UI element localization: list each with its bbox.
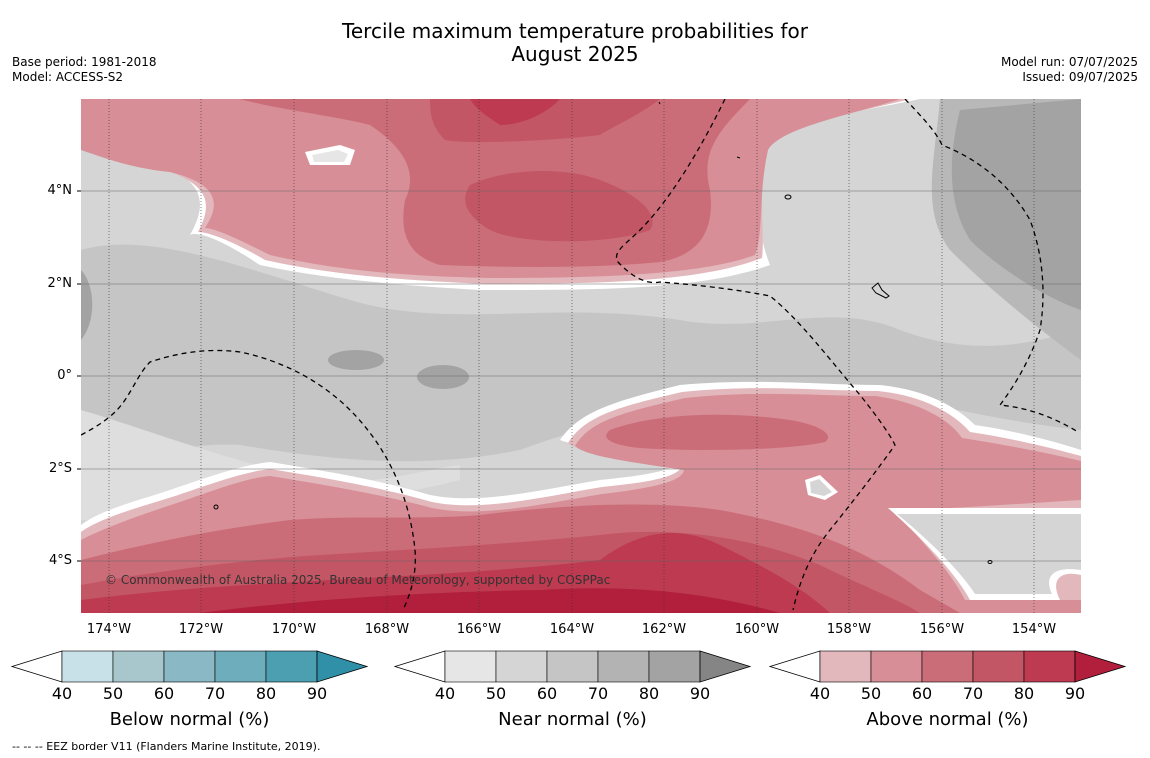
colorbar-tick-label: 50 xyxy=(485,684,507,703)
above-normal-60-equatorial-core xyxy=(606,414,829,450)
eez-footnote: -- -- -- EEZ border V11 (Flanders Marine… xyxy=(12,740,321,753)
issued-text: Issued: 09/07/2025 xyxy=(1022,70,1138,84)
meta-left: Base period: 1981-2018 Model: ACCESS-S2 xyxy=(12,55,157,85)
colorbar-segment xyxy=(495,650,548,683)
colorbar-title: Below normal (%) xyxy=(109,709,270,730)
colorbar-tick-label: 40 xyxy=(809,684,831,703)
colorbar-extend-low xyxy=(768,650,821,683)
colorbar-segment xyxy=(972,650,1025,683)
copyright-notice: © Commonwealth of Australia 2025, Bureau… xyxy=(105,573,611,587)
islands xyxy=(213,101,993,564)
colorbar-title: Near normal (%) xyxy=(498,709,647,730)
colorbar-tick-label: 60 xyxy=(153,684,175,703)
lon-label-164w: 164°W xyxy=(549,622,595,637)
colorbar-segment xyxy=(819,650,872,683)
lon-label-166w: 166°W xyxy=(456,622,502,637)
colorbar-segment xyxy=(921,650,974,683)
map-area xyxy=(81,99,1081,613)
colorbar-1 xyxy=(393,650,752,683)
lat-label-2n: 2°N xyxy=(47,276,73,291)
colorbars xyxy=(10,650,1127,683)
lon-label-160w: 160°W xyxy=(734,622,780,637)
map-title-line1: Tercile maximum temperature probabilitie… xyxy=(342,19,808,43)
colorbar-extend-high xyxy=(316,650,369,683)
colorbar-segment xyxy=(1023,650,1076,683)
colorbar-tick-label: 90 xyxy=(689,684,711,703)
colorbar-segment xyxy=(546,650,599,683)
lon-label-154w: 154°W xyxy=(1011,622,1057,637)
lon-label-168w: 168°W xyxy=(364,622,410,637)
colorbar-tick-label: 70 xyxy=(587,684,609,703)
colorbar-tick-label: 90 xyxy=(306,684,328,703)
colorbar-extend-high xyxy=(1074,650,1127,683)
colorbar-segment xyxy=(597,650,650,683)
near-normal-patch-center xyxy=(417,365,469,389)
colorbar-segment xyxy=(61,650,114,683)
colorbar-title: Above normal (%) xyxy=(866,709,1029,730)
near-normal-patch-edge xyxy=(81,270,93,340)
colorbar-segment xyxy=(163,650,216,683)
colorbar-extend-low xyxy=(10,650,63,683)
colorbar-segment xyxy=(444,650,497,683)
colorbar-segment xyxy=(265,650,318,683)
lat-label-2s: 2°S xyxy=(48,461,72,476)
lon-label-170w: 170°W xyxy=(271,622,317,637)
lon-label-162w: 162°W xyxy=(641,622,687,637)
hole-southeast-near-normal xyxy=(897,514,1081,594)
colorbar-segment xyxy=(870,650,923,683)
colorbar-0 xyxy=(10,650,369,683)
lat-label-0: 0° xyxy=(57,368,72,383)
lat-label-4n: 4°N xyxy=(47,183,73,198)
near-normal-60-band xyxy=(81,244,1081,500)
near-normal-80-northeast xyxy=(951,99,1081,310)
colorbar-tick-label: 60 xyxy=(536,684,558,703)
colorbar-tick-label: 80 xyxy=(255,684,277,703)
colorbar-2 xyxy=(768,650,1127,683)
above-normal-70-north-core xyxy=(465,170,653,242)
lon-label-174w: 174°W xyxy=(86,622,132,637)
small-hole-near-normal xyxy=(810,479,832,496)
model-run-text: Model run: 07/07/2025 xyxy=(1000,55,1138,69)
colorbar-tick-label: 80 xyxy=(1013,684,1035,703)
lon-label-156w: 156°W xyxy=(919,622,965,637)
lon-label-172w: 172°W xyxy=(178,622,224,637)
colorbar-extend-high xyxy=(699,650,752,683)
colorbar-tick-label: 50 xyxy=(860,684,882,703)
hole-near-normal xyxy=(312,150,348,162)
colorbar-tick-label: 70 xyxy=(962,684,984,703)
colorbar-tick-label: 90 xyxy=(1064,684,1086,703)
colorbar-tick-label: 50 xyxy=(102,684,124,703)
colorbar-tick-label: 60 xyxy=(911,684,933,703)
colorbar-segment xyxy=(648,650,701,683)
map-title-line2: August 2025 xyxy=(511,42,639,66)
colorbar-tick-label: 40 xyxy=(51,684,73,703)
model-text: Model: ACCESS-S2 xyxy=(12,70,124,84)
colorbar-tick-label: 70 xyxy=(204,684,226,703)
colorbar-tick-label: 40 xyxy=(434,684,456,703)
above-normal-90-south xyxy=(200,588,780,613)
lon-label-158w: 158°W xyxy=(826,622,872,637)
colorbar-segment xyxy=(112,650,165,683)
meta-right: Model run: 07/07/2025 Issued: 09/07/2025 xyxy=(1001,55,1138,85)
near-normal-patch-west xyxy=(328,350,384,370)
axis-ticks xyxy=(77,190,81,562)
eez-borders xyxy=(81,99,1079,611)
above-normal-80-north xyxy=(470,99,560,125)
colorbar-segment xyxy=(214,650,267,683)
lat-label-4s: 4°S xyxy=(48,553,72,568)
colorbar-tick-label: 80 xyxy=(638,684,660,703)
colorbar-extend-low xyxy=(393,650,446,683)
base-period-text: Base period: 1981-2018 xyxy=(12,55,157,69)
latitude-gridlines xyxy=(81,190,1081,562)
